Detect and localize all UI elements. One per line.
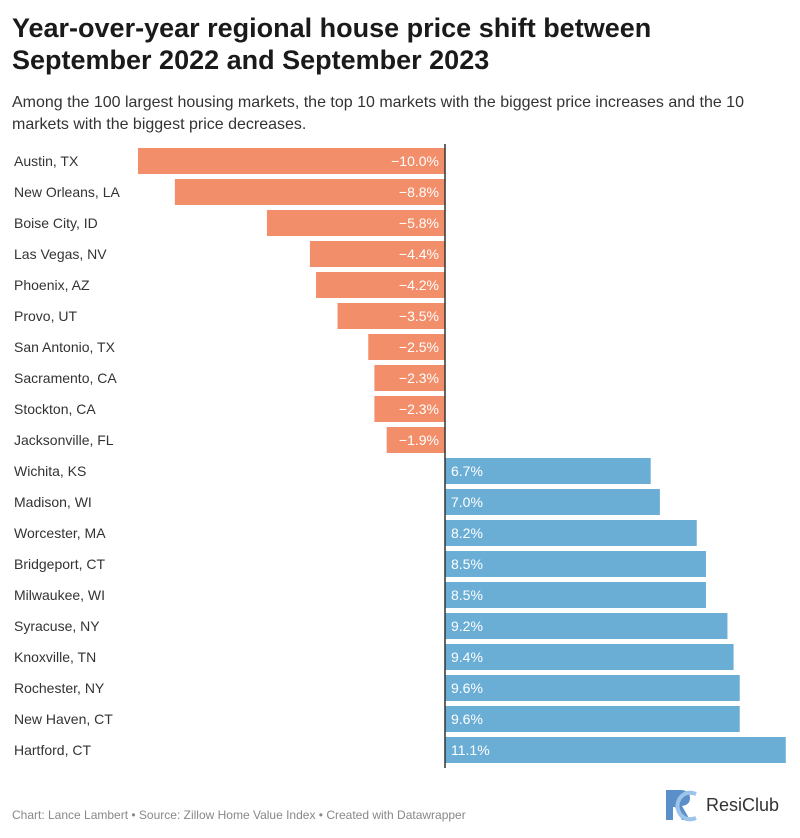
bar-row: New Orleans, LA −8.8%	[14, 179, 445, 205]
bar-negative	[337, 303, 445, 329]
bar-negative	[309, 241, 445, 267]
value-label: 7.0%	[451, 494, 483, 510]
bar-row: Milwaukee, WI 8.5%	[14, 582, 706, 608]
category-label: Boise City, ID	[14, 215, 98, 231]
bar-positive	[445, 644, 734, 670]
category-label: Worcester, MA	[14, 525, 106, 541]
value-label: 9.2%	[451, 618, 483, 634]
value-label: −10.0%	[391, 153, 439, 169]
bar-row: Rochester, NY 9.6%	[14, 675, 740, 701]
value-label: −3.5%	[399, 308, 439, 324]
value-label: 11.1%	[451, 742, 490, 758]
bar-row: Phoenix, AZ −4.2%	[14, 272, 445, 298]
category-label: Knoxville, TN	[14, 649, 96, 665]
category-label: San Antonio, TX	[14, 339, 116, 355]
bar-negative	[386, 427, 445, 453]
chart-subtitle: Among the 100 largest housing markets, t…	[12, 94, 744, 133]
bar-row: Stockton, CA −2.3%	[14, 396, 445, 422]
bar-row: Sacramento, CA −2.3%	[14, 365, 445, 391]
category-label: Milwaukee, WI	[14, 587, 105, 603]
category-label: Provo, UT	[14, 308, 77, 324]
category-label: Las Vegas, NV	[14, 246, 107, 262]
bar-row: Syracuse, NY 9.2%	[14, 613, 728, 639]
value-label: 9.4%	[451, 649, 483, 665]
bar-row: Austin, TX −10.0%	[14, 148, 445, 174]
value-label: −5.8%	[399, 215, 439, 231]
category-label: Stockton, CA	[14, 401, 96, 417]
value-label: 8.5%	[451, 587, 483, 603]
category-label: Rochester, NY	[14, 680, 105, 696]
bar-positive	[445, 737, 786, 763]
category-label: Syracuse, NY	[14, 618, 100, 634]
bar-positive	[445, 613, 728, 639]
resiclub-logo: ResiClub	[660, 786, 790, 826]
category-label: Austin, TX	[14, 153, 79, 169]
bar-positive	[445, 706, 740, 732]
category-label: Sacramento, CA	[14, 370, 117, 386]
bar-positive	[445, 489, 660, 515]
bar-row: New Haven, CT 9.6%	[14, 706, 740, 732]
bar-negative	[138, 148, 445, 174]
bar-positive	[445, 520, 697, 546]
bar-row: Madison, WI 7.0%	[14, 489, 660, 515]
bar-negative	[368, 334, 445, 360]
value-label: −1.9%	[399, 432, 439, 448]
bar-row: Hartford, CT 11.1%	[14, 737, 786, 763]
chart-footer: Chart: Lance Lambert • Source: Zillow Ho…	[12, 808, 466, 822]
value-label: 9.6%	[451, 680, 483, 696]
category-label: Phoenix, AZ	[14, 277, 90, 293]
category-label: Wichita, KS	[14, 463, 86, 479]
value-label: 9.6%	[451, 711, 483, 727]
bar-row: Las Vegas, NV −4.4%	[14, 241, 445, 267]
value-label: −8.8%	[399, 184, 439, 200]
value-label: −4.4%	[399, 246, 439, 262]
bar-row: Jacksonville, FL −1.9%	[14, 427, 445, 453]
bar-negative	[316, 272, 445, 298]
bar-row: Boise City, ID −5.8%	[14, 210, 445, 236]
bar-row: Wichita, KS 6.7%	[14, 458, 651, 484]
logo-wordmark: ResiClub	[706, 795, 780, 815]
rc-logo-icon	[666, 790, 697, 822]
category-label: Bridgeport, CT	[14, 556, 105, 572]
bar-chart: Austin, TX −10.0% New Orleans, LA −8.8% Bois…	[14, 144, 786, 768]
bar-positive	[445, 551, 706, 577]
bar-negative	[266, 210, 445, 236]
bar-positive	[445, 458, 651, 484]
bar-negative	[374, 396, 445, 422]
value-label: 6.7%	[451, 463, 483, 479]
value-label: −2.3%	[399, 401, 439, 417]
bar-row: Provo, UT −3.5%	[14, 303, 445, 329]
category-label: Jacksonville, FL	[14, 432, 114, 448]
bar-row: San Antonio, TX −2.5%	[14, 334, 445, 360]
value-label: 8.2%	[451, 525, 483, 541]
value-label: 8.5%	[451, 556, 483, 572]
chart-title: Year-over-year regional house price shif…	[12, 13, 652, 75]
category-label: New Haven, CT	[14, 711, 113, 727]
bar-row: Bridgeport, CT 8.5%	[14, 551, 706, 577]
bar-negative	[374, 365, 445, 391]
bar-positive	[445, 582, 706, 608]
bar-row: Worcester, MA 8.2%	[14, 520, 697, 546]
bar-row: Knoxville, TN 9.4%	[14, 644, 734, 670]
category-label: New Orleans, LA	[14, 184, 120, 200]
category-label: Hartford, CT	[14, 742, 91, 758]
value-label: −2.3%	[399, 370, 439, 386]
category-label: Madison, WI	[14, 494, 92, 510]
bar-positive	[445, 675, 740, 701]
value-label: −4.2%	[399, 277, 439, 293]
value-label: −2.5%	[399, 339, 439, 355]
bar-negative	[174, 179, 445, 205]
